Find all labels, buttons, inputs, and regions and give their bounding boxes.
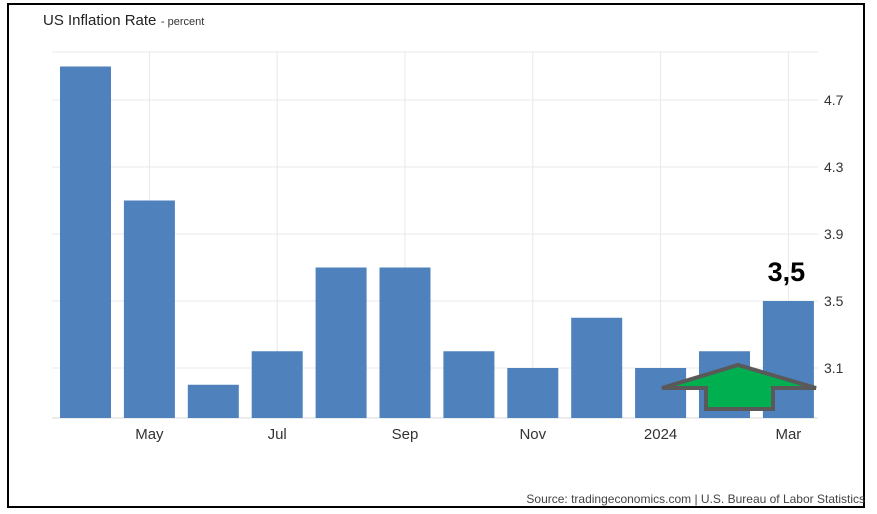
bar-dec-2023 [571,317,623,418]
bar-sep-2023 [379,267,431,418]
x-tick-label: Jul [268,426,287,443]
bar-jan-2024 [635,368,687,418]
y-tick-labels: 3.1 3.5 3.9 4.3 4.7 [824,92,844,376]
annotation: 3,5 [661,257,817,411]
bar-aug-2023 [315,267,367,418]
x-tick-label: Mar [775,426,801,443]
y-tick-label: 3.9 [824,226,844,242]
x-tick-label: Sep [392,426,419,443]
y-tick-label: 4.3 [824,159,844,175]
y-tick-label: 3.5 [824,293,844,309]
bar-nov-2023 [507,368,559,418]
y-tick-label: 3.1 [824,360,844,376]
up-arrow-icon [661,362,817,411]
x-tick-labels: May Jul Sep Nov 2024 Mar [135,426,801,443]
x-tick-label: Nov [519,426,546,443]
chart-title-text: US Inflation Rate [43,12,157,29]
bar-oct-2023 [443,351,495,418]
bar-may-2023 [123,200,175,418]
chart-subtitle: - percent [160,16,205,28]
x-tick-label: 2024 [644,426,677,443]
callout-label: 3,5 [768,257,806,287]
chart-title: US Inflation Rate - percent [43,12,204,30]
x-tick-label: May [135,426,164,443]
bar-jul-2023 [251,351,303,418]
source-credit: Source: tradingeconomics.com | U.S. Bure… [526,492,865,506]
bar-jun-2023 [187,384,239,418]
y-tick-label: 4.7 [824,92,844,108]
bar-apr-2023 [60,66,111,418]
bars [60,66,814,418]
